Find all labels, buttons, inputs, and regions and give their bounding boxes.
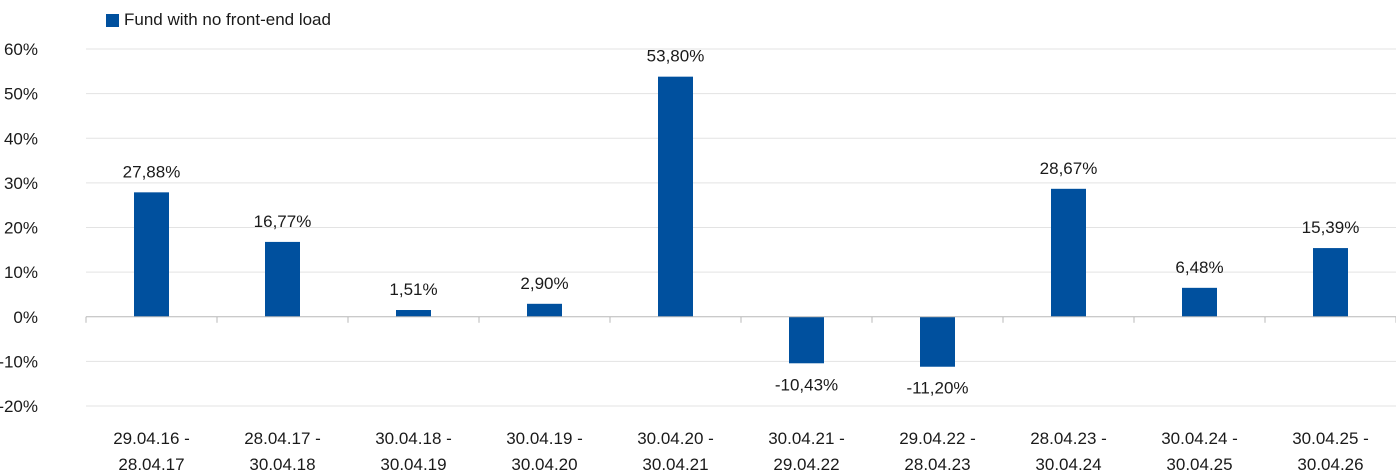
x-tick-label: 28.04.23 - — [1030, 429, 1107, 448]
data-label: -10,43% — [775, 375, 838, 394]
x-tick-label: 30.04.20 - — [637, 429, 714, 448]
x-tick-label: 29.04.22 - — [899, 429, 976, 448]
bar — [1051, 188, 1086, 317]
x-tick-label: 30.04.25 — [1166, 455, 1232, 473]
bar — [134, 192, 169, 317]
bar — [789, 316, 824, 364]
data-label: 28,67% — [1040, 159, 1098, 178]
x-tick-label: 28.04.17 - — [244, 429, 321, 448]
y-tick-label: 0% — [13, 308, 38, 327]
bar — [527, 303, 562, 317]
data-label: 1,51% — [389, 280, 437, 299]
y-tick-label: 60% — [4, 40, 38, 59]
y-tick-label: 30% — [4, 174, 38, 193]
x-tick-label: 30.04.19 — [380, 455, 446, 473]
data-label: 6,48% — [1175, 258, 1223, 277]
data-label: 16,77% — [254, 212, 312, 231]
data-label: 27,88% — [123, 162, 181, 181]
x-tick-label: 28.04.23 — [904, 455, 970, 473]
data-label: 53,80% — [647, 47, 705, 66]
x-tick-label: 30.04.24 — [1035, 455, 1101, 473]
y-tick-label: -20% — [0, 397, 38, 416]
y-tick-label: 10% — [4, 263, 38, 282]
x-tick-label: 30.04.25 - — [1292, 429, 1369, 448]
bar — [658, 76, 693, 317]
x-tick-label: 30.04.21 — [642, 455, 708, 473]
y-tick-label: 50% — [4, 85, 38, 104]
x-tick-label: 30.04.19 - — [506, 429, 583, 448]
bar — [1313, 248, 1348, 317]
legend: Fund with no front-end load — [106, 10, 331, 30]
bar — [265, 241, 300, 317]
x-tick-label: 28.04.17 — [118, 455, 184, 473]
bar — [396, 310, 431, 317]
y-tick-label: 40% — [4, 129, 38, 148]
x-tick-label: 29.04.16 - — [113, 429, 190, 448]
legend-label: Fund with no front-end load — [124, 10, 331, 29]
y-tick-label: -10% — [0, 352, 38, 371]
y-tick-label: 20% — [4, 219, 38, 238]
x-tick-label: 30.04.21 - — [768, 429, 845, 448]
data-label: -11,20% — [906, 379, 968, 398]
x-tick-label: 30.04.20 — [511, 455, 577, 473]
x-tick-label: 29.04.22 — [773, 455, 839, 473]
x-tick-label: 30.04.26 — [1297, 455, 1363, 473]
data-label: 15,39% — [1302, 218, 1360, 237]
x-tick-label: 30.04.18 — [249, 455, 315, 473]
legend-swatch — [106, 13, 119, 27]
bar — [920, 316, 955, 367]
data-label: 2,90% — [520, 274, 568, 293]
bar — [1182, 287, 1217, 317]
x-tick-label: 30.04.18 - — [375, 429, 452, 448]
x-tick-label: 30.04.24 - — [1161, 429, 1238, 448]
